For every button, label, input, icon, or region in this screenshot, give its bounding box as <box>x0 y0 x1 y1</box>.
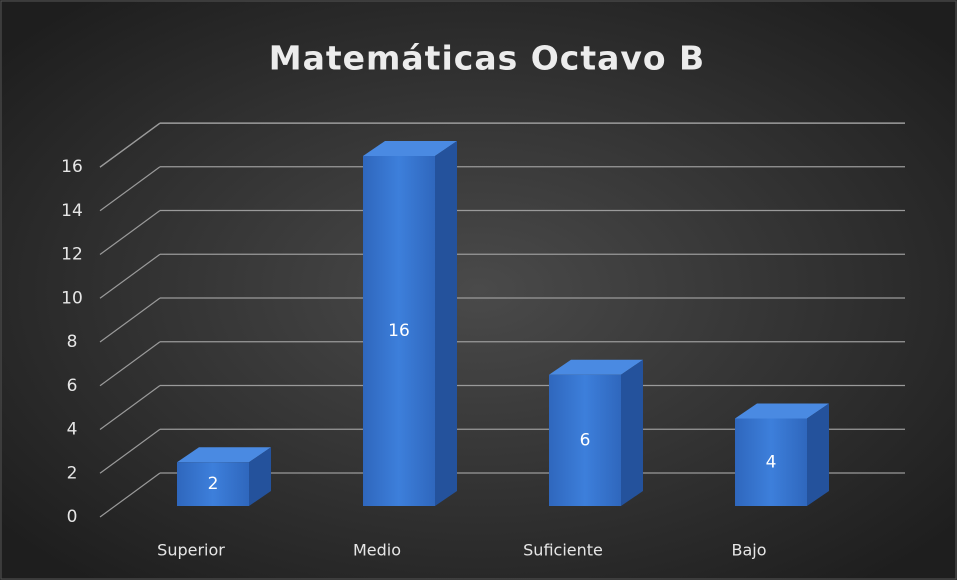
bar-side <box>621 359 643 506</box>
grid-line <box>99 253 161 299</box>
bar-side <box>249 447 271 506</box>
bar <box>363 156 435 506</box>
chart-title: Matemáticas Octavo B <box>269 39 705 78</box>
bar-side <box>807 403 829 506</box>
y-tick-label: 8 <box>67 332 78 352</box>
grid-line <box>99 122 161 168</box>
x-tick-label: Medio <box>353 541 401 560</box>
bar-side <box>435 141 457 506</box>
bar <box>735 418 807 506</box>
grid-line <box>99 428 161 474</box>
grid-line <box>99 385 161 430</box>
grid-line <box>99 472 161 518</box>
y-tick-label: 6 <box>67 376 78 396</box>
data-label: 16 <box>388 321 410 341</box>
bar-top <box>549 359 643 375</box>
y-tick-label: 14 <box>61 201 83 221</box>
bar-top <box>363 141 457 156</box>
x-tick-label: Bajo <box>731 541 766 560</box>
x-tick-label: Superior <box>157 541 225 560</box>
y-tick-label: 0 <box>67 507 78 527</box>
grid-line <box>99 297 161 343</box>
bar <box>549 374 621 506</box>
y-tick-label: 4 <box>67 420 78 440</box>
bar-top <box>177 447 271 463</box>
data-label: 4 <box>766 452 777 472</box>
grid-line <box>99 341 161 387</box>
x-tick-label: Suficiente <box>523 541 603 560</box>
y-tick-label: 16 <box>61 157 83 177</box>
data-label: 6 <box>580 430 591 450</box>
y-tick-label: 2 <box>67 463 78 483</box>
grid-line <box>99 166 161 212</box>
data-label: 2 <box>208 474 219 494</box>
grid-line <box>99 210 161 255</box>
bar-top <box>735 403 829 419</box>
y-tick-label: 12 <box>61 245 83 265</box>
y-tick-label: 10 <box>61 288 83 308</box>
bar <box>177 462 249 506</box>
